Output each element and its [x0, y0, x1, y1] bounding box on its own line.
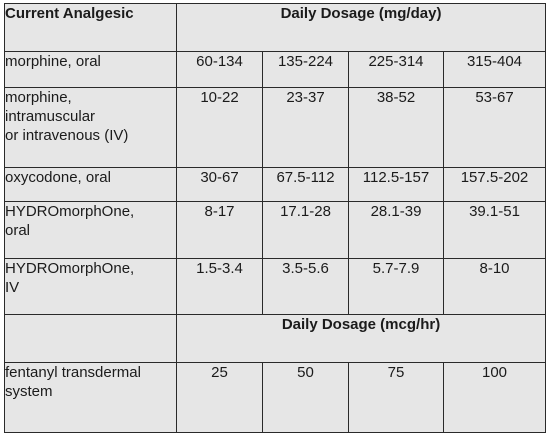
dosage-cell: 225-314 [348, 51, 444, 88]
table-row: fentanyl transdermal system 25 50 75 100 [4, 362, 547, 433]
dosage-cell: 25 [176, 362, 263, 433]
dosage-conversion-table: Current Analgesic Daily Dosage (mg/day) … [4, 3, 547, 433]
empty-cell [4, 314, 177, 363]
header-row: Current Analgesic Daily Dosage (mg/day) [4, 3, 547, 52]
dosage-cell: 75 [348, 362, 444, 433]
dosage-cell: 53-67 [442, 87, 547, 168]
dosage-cell: 315-404 [442, 51, 547, 88]
daily-dosage-mg-header: Daily Dosage (mg/day) [175, 3, 547, 52]
dosage-cell: 39.1-51 [442, 201, 547, 259]
drug-name-cell: morphine, oral [4, 51, 177, 88]
dosage-cell: 112.5-157 [348, 167, 444, 202]
section-header-row: Daily Dosage (mcg/hr) [4, 314, 547, 363]
table-row: oxycodone, oral 30-67 67.5-112 112.5-157… [4, 167, 547, 202]
dosage-cell: 8-17 [176, 201, 263, 259]
dosage-cell: 1.5-3.4 [176, 258, 263, 315]
dosage-cell: 3.5-5.6 [262, 258, 349, 315]
drug-name-cell: oxycodone, oral [4, 167, 177, 202]
table-row: morphine, intramuscular or intravenous (… [4, 87, 547, 168]
table-row: HYDROmorphOne, oral 8-17 17.1-28 28.1-39… [4, 201, 547, 259]
dosage-cell: 60-134 [176, 51, 263, 88]
dosage-cell: 8-10 [442, 258, 547, 315]
drug-name-cell: fentanyl transdermal system [4, 362, 177, 433]
dosage-cell: 38-52 [348, 87, 444, 168]
dosage-cell: 5.7-7.9 [348, 258, 444, 315]
drug-name-cell: morphine, intramuscular or intravenous (… [4, 87, 177, 168]
dosage-cell: 30-67 [176, 167, 263, 202]
current-analgesic-header: Current Analgesic [4, 3, 177, 52]
dosage-cell: 28.1-39 [348, 201, 444, 259]
daily-dosage-mcg-header: Daily Dosage (mcg/hr) [175, 314, 547, 363]
drug-name-cell: HYDROmorphOne, IV [4, 258, 177, 315]
dosage-cell: 17.1-28 [262, 201, 349, 259]
table-row: HYDROmorphOne, IV 1.5-3.4 3.5-5.6 5.7-7.… [4, 258, 547, 315]
dosage-cell: 50 [262, 362, 349, 433]
dosage-cell: 135-224 [262, 51, 349, 88]
dosage-cell: 10-22 [176, 87, 263, 168]
dosage-cell: 157.5-202 [442, 167, 547, 202]
dosage-cell: 67.5-112 [262, 167, 349, 202]
dosage-table-container: Current Analgesic Daily Dosage (mg/day) … [4, 3, 547, 433]
dosage-cell: 23-37 [262, 87, 349, 168]
dosage-cell: 100 [442, 362, 547, 433]
table-row: morphine, oral 60-134 135-224 225-314 31… [4, 51, 547, 88]
drug-name-cell: HYDROmorphOne, oral [4, 201, 177, 259]
